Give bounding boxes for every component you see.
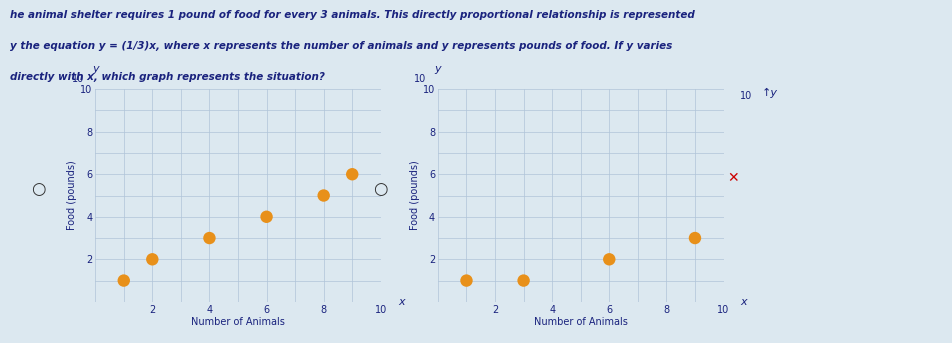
Point	[345, 172, 360, 177]
Text: directly with x, which graph represents the situation?: directly with x, which graph represents …	[10, 72, 325, 82]
Text: 10: 10	[740, 91, 752, 101]
Point	[116, 278, 131, 283]
X-axis label: Number of Animals: Number of Animals	[534, 317, 627, 328]
Point	[602, 257, 617, 262]
Text: ○: ○	[30, 180, 46, 198]
Point	[687, 235, 703, 241]
Y-axis label: Food (pounds): Food (pounds)	[68, 161, 77, 230]
Text: y the equation y = (1/3)x, where x represents the number of animals and y repres: y the equation y = (1/3)x, where x repre…	[10, 41, 672, 51]
Point	[516, 278, 531, 283]
Point	[459, 278, 474, 283]
Point	[259, 214, 274, 220]
Text: 10: 10	[414, 73, 426, 84]
Text: ○: ○	[373, 180, 388, 198]
Point	[145, 257, 160, 262]
Y-axis label: Food (pounds): Food (pounds)	[410, 161, 420, 230]
Text: ✕: ✕	[727, 172, 739, 185]
Text: ↑y: ↑y	[762, 87, 778, 98]
Point	[316, 193, 331, 198]
X-axis label: Number of Animals: Number of Animals	[191, 317, 285, 328]
Text: y: y	[435, 64, 441, 74]
Text: x: x	[741, 297, 747, 307]
Text: he animal shelter requires 1 pound of food for every 3 animals. This directly pr: he animal shelter requires 1 pound of fo…	[10, 10, 694, 20]
Point	[202, 235, 217, 241]
Text: y: y	[92, 64, 98, 74]
Text: 10: 10	[71, 73, 84, 84]
Text: x: x	[398, 297, 405, 307]
